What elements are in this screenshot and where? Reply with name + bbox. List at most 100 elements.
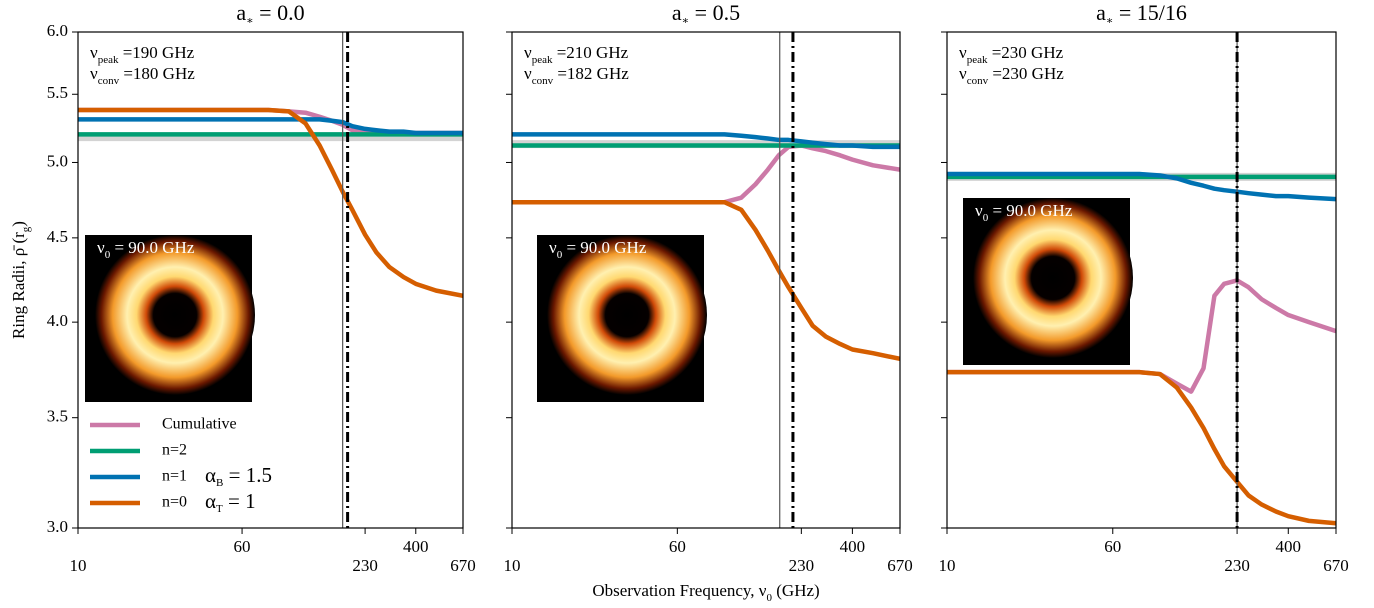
- series-line: [512, 132, 900, 150]
- inset-label-part: = 90.0 GHz: [110, 238, 195, 257]
- y-tick-label: 3.5: [47, 407, 68, 426]
- inset-label-part: = 90.0 GHz: [988, 201, 1073, 220]
- y-tick-label: 3.0: [47, 517, 68, 536]
- x-tick-label: 670: [887, 556, 913, 575]
- annotation-part: ν: [524, 64, 532, 83]
- panel-title-part: a: [236, 0, 246, 25]
- panel-title: a∗ = 0.5: [672, 0, 740, 26]
- x-tick-label: 400: [840, 537, 866, 556]
- inset-label: ν0 = 90.0 GHz: [549, 238, 647, 261]
- annotation-part: peak: [532, 54, 553, 66]
- axes-frame: [946, 31, 1337, 529]
- y-tick-label: 5.0: [47, 151, 68, 170]
- note-part: T: [216, 503, 223, 515]
- x-tick-label: 230: [352, 556, 378, 575]
- inset-label: ν0 = 90.0 GHz: [975, 201, 1073, 224]
- inset-ring: [547, 235, 707, 395]
- x-tick-label: 230: [789, 556, 815, 575]
- y-tick-label: 4.5: [47, 227, 68, 246]
- x-tick-label: 60: [234, 537, 251, 556]
- inset-label-part: 0: [557, 249, 563, 261]
- plot-area: [512, 132, 900, 362]
- x-tick-label: 10: [504, 556, 521, 575]
- x-tick-label: 10: [70, 556, 87, 575]
- y-axis-label-part: Ring Radii, ρ̄ (r: [9, 232, 28, 339]
- x-tick-label: 400: [403, 537, 429, 556]
- inset-label: ν0 = 90.0 GHz: [97, 238, 195, 261]
- inset-ring: [973, 198, 1133, 358]
- legend-label: Cumulative: [162, 416, 237, 433]
- annotation-part: =180 GHz: [119, 64, 195, 83]
- inset-label-part: ν: [97, 238, 105, 257]
- note-part: α: [205, 489, 216, 513]
- x-tick-label: 400: [1276, 537, 1302, 556]
- annotation-part: peak: [98, 54, 119, 66]
- series-line: [78, 107, 463, 299]
- annotation-part: ν: [90, 43, 98, 62]
- x-axis-label-part: 0: [767, 592, 773, 604]
- annotation-part: conv: [967, 75, 989, 87]
- y-axis-label-part: ): [9, 221, 28, 227]
- annotation-part: conv: [98, 75, 120, 87]
- x-tick-label: 10: [939, 556, 956, 575]
- annotation: νconv =182 GHz: [524, 64, 629, 87]
- annotation-part: conv: [532, 75, 554, 87]
- series-line: [512, 143, 900, 205]
- inset-label-part: ν: [549, 238, 557, 257]
- inset-label-part: 0: [105, 249, 111, 261]
- panel-title-part: = 0.0: [254, 0, 305, 25]
- annotation-part: =230 GHz: [987, 43, 1063, 62]
- axes-frame: [511, 31, 901, 529]
- annotation: νpeak =190 GHz: [90, 43, 195, 66]
- annotation-part: ν: [959, 43, 967, 62]
- x-tick-label: 670: [1323, 556, 1349, 575]
- panel-title-part: a: [1096, 0, 1106, 25]
- y-axis-label: Ring Radii, ρ̄ (rg): [9, 221, 32, 339]
- note: αT = 1: [205, 489, 256, 515]
- series-line: [512, 199, 900, 362]
- annotation-part: =210 GHz: [552, 43, 628, 62]
- annotation: νconv =230 GHz: [959, 64, 1064, 87]
- legend-label: n=1: [162, 468, 187, 485]
- x-tick-label: 60: [1104, 537, 1121, 556]
- annotation-part: =182 GHz: [553, 64, 629, 83]
- legend-label: n=2: [162, 442, 187, 459]
- x-tick-label: 230: [1224, 556, 1250, 575]
- y-tick-label: 5.5: [47, 83, 68, 102]
- panel-title-part: ∗: [682, 15, 689, 27]
- annotation: νpeak =230 GHz: [959, 43, 1064, 66]
- panel-title-part: ∗: [246, 15, 253, 27]
- inset-label-part: 0: [983, 212, 989, 224]
- series-line: [947, 171, 1336, 202]
- annotation: νpeak =210 GHz: [524, 43, 629, 66]
- x-axis-label: Observation Frequency, ν0 (GHz): [592, 581, 819, 604]
- annotation-part: ν: [524, 43, 532, 62]
- plot-area: [78, 107, 463, 299]
- inset-label-part: ν: [975, 201, 983, 220]
- note-part: α: [205, 463, 216, 487]
- x-axis-label-part: (GHz): [772, 581, 820, 600]
- panel-title-part: = 0.5: [689, 0, 740, 25]
- x-tick-label: 60: [669, 537, 686, 556]
- x-axis-label-part: Observation Frequency, ν: [592, 581, 766, 600]
- panel-title: a∗ = 0.0: [236, 0, 304, 26]
- panel-title-part: ∗: [1106, 15, 1113, 27]
- y-axis-label-part: g: [20, 226, 32, 232]
- panel-title: a∗ = 15/16: [1096, 0, 1187, 26]
- x-tick-label: 670: [450, 556, 476, 575]
- annotation-part: peak: [967, 54, 988, 66]
- annotation-part: ν: [90, 64, 98, 83]
- axes-frame: [77, 31, 464, 529]
- note: αB = 1.5: [205, 463, 272, 489]
- note-part: = 1: [223, 489, 256, 513]
- panel-title-part: a: [672, 0, 682, 25]
- panel-title-part: = 15/16: [1113, 0, 1187, 25]
- plot-area: [947, 171, 1336, 526]
- inset-label-part: = 90.0 GHz: [562, 238, 647, 257]
- annotation-part: =190 GHz: [118, 43, 194, 62]
- annotation-part: =230 GHz: [988, 64, 1064, 83]
- inset-ring: [95, 235, 255, 395]
- legend-label: n=0: [162, 494, 187, 511]
- note-part: B: [216, 477, 223, 489]
